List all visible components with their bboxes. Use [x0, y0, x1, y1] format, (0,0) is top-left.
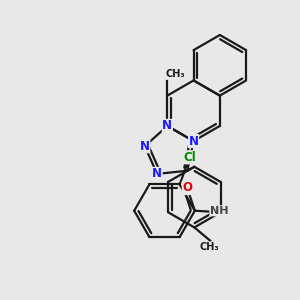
Text: N: N: [152, 167, 162, 180]
Text: N: N: [140, 140, 150, 153]
Text: CH₃: CH₃: [199, 242, 219, 252]
Text: NH: NH: [210, 206, 228, 216]
Text: N: N: [162, 119, 172, 132]
Text: N: N: [189, 135, 199, 148]
Text: CH₃: CH₃: [166, 69, 185, 80]
Text: O: O: [182, 182, 192, 194]
Text: Cl: Cl: [184, 151, 196, 164]
